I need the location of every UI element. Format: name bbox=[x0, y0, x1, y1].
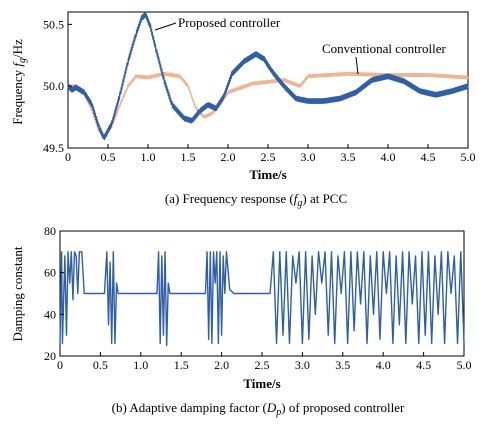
plot-b-x-tick-label-8: 4.0 bbox=[376, 358, 391, 372]
plot-b-series-0-line bbox=[59, 251, 465, 347]
conventional-controller-label: Conventional controller bbox=[322, 41, 447, 56]
plot-b-y-tick-label-3: 80 bbox=[44, 224, 56, 238]
plot-a-series bbox=[67, 12, 469, 141]
plot-a-y-tick-label-2: 50.5 bbox=[43, 17, 64, 31]
conventional-controller-pointer bbox=[355, 56, 359, 75]
plot-b-x-tick-label-4: 2.0 bbox=[214, 358, 229, 372]
plot-a-x-tick-label-8: 4.0 bbox=[381, 150, 396, 164]
plot-a-x-tick-label-3: 1.5 bbox=[181, 150, 196, 164]
proposed-controller-pointer bbox=[154, 22, 177, 31]
plot-a-ylabel: Frequency fg/Hz bbox=[10, 39, 28, 125]
plot-a-series-1-line bbox=[67, 71, 469, 141]
plot-a-xlabel: Time/s bbox=[249, 167, 286, 182]
plot-a-caption: (a) Frequency response (fg) at PCC bbox=[165, 191, 347, 209]
plot-b-y-tick-label-1: 40 bbox=[44, 307, 56, 321]
plot-b-x-tick-label-6: 3.0 bbox=[295, 358, 310, 372]
plot-b-y-ticks: 20 40 60 80 bbox=[44, 224, 64, 363]
plot-a-y-ticks: 49.5 50.0 50.5 bbox=[43, 17, 72, 155]
plot-b-ylabel: Damping constant bbox=[10, 246, 25, 341]
plot-b-x-tick-label-5: 2.5 bbox=[255, 358, 270, 372]
plot-a-x-tick-label-7: 3.5 bbox=[341, 150, 356, 164]
plot-a-x-tick-label-4: 2.0 bbox=[221, 150, 236, 164]
plot-b-x-tick-label-9: 4.5 bbox=[416, 358, 431, 372]
plot-b-y-tick-label-0: 20 bbox=[44, 349, 56, 363]
plot-a-series-0-line bbox=[67, 12, 469, 141]
plot-b-x-tick-label-10: 5.0 bbox=[457, 358, 472, 372]
plot-a-x-tick-label-2: 1.0 bbox=[141, 150, 156, 164]
plot-a-x-tick-label-5: 2.5 bbox=[261, 150, 276, 164]
plot-b-xlabel: Time/s bbox=[243, 376, 280, 391]
plot-b-x-tick-label-2: 1.0 bbox=[133, 358, 148, 372]
panel-b: 0 0.5 1.0 1.5 2.0 2.5 3.0 3.5 4.0 4.5 5.0 20 40 60 80… bbox=[10, 224, 472, 418]
plot-a-x-tick-label-0: 0 bbox=[65, 150, 71, 164]
plot-a-x-tick-label-9: 4.5 bbox=[421, 150, 436, 164]
plot-a-x-tick-label-6: 3.0 bbox=[301, 150, 316, 164]
plot-a-x-ticks: 0 0.5 1.0 1.5 2.0 2.5 3.0 3.5 4.0 4.5 5.0 bbox=[65, 144, 476, 164]
plot-b-x-tick-label-7: 3.5 bbox=[335, 358, 350, 372]
proposed-controller-label: Proposed controller bbox=[178, 15, 281, 30]
plot-b-x-tick-label-1: 0.5 bbox=[93, 358, 108, 372]
plot-b-x-tick-label-0: 0 bbox=[57, 358, 63, 372]
plot-a-y-tick-label-0: 49.5 bbox=[43, 141, 64, 155]
plot-b-x-tick-label-3: 1.5 bbox=[174, 358, 189, 372]
plot-a-y-tick-label-1: 50.0 bbox=[43, 79, 64, 93]
panel-a: 0 0.5 1.0 1.5 2.0 2.5 3.0 3.5 4.0 4.5 5.0 49.5 50.0… bbox=[10, 11, 476, 209]
plot-b-series bbox=[59, 251, 465, 347]
plot-b-y-tick-label-2: 60 bbox=[44, 266, 56, 280]
plot-b-x-ticks: 0 0.5 1.0 1.5 2.0 2.5 3.0 3.5 4.0 4.5 5.0 bbox=[57, 352, 472, 372]
plot-a-x-tick-label-10: 5.0 bbox=[461, 150, 476, 164]
plot-a-x-tick-label-1: 0.5 bbox=[101, 150, 116, 164]
plot-b-caption: (b) Adaptive damping factor (Dp) of prop… bbox=[112, 400, 405, 418]
